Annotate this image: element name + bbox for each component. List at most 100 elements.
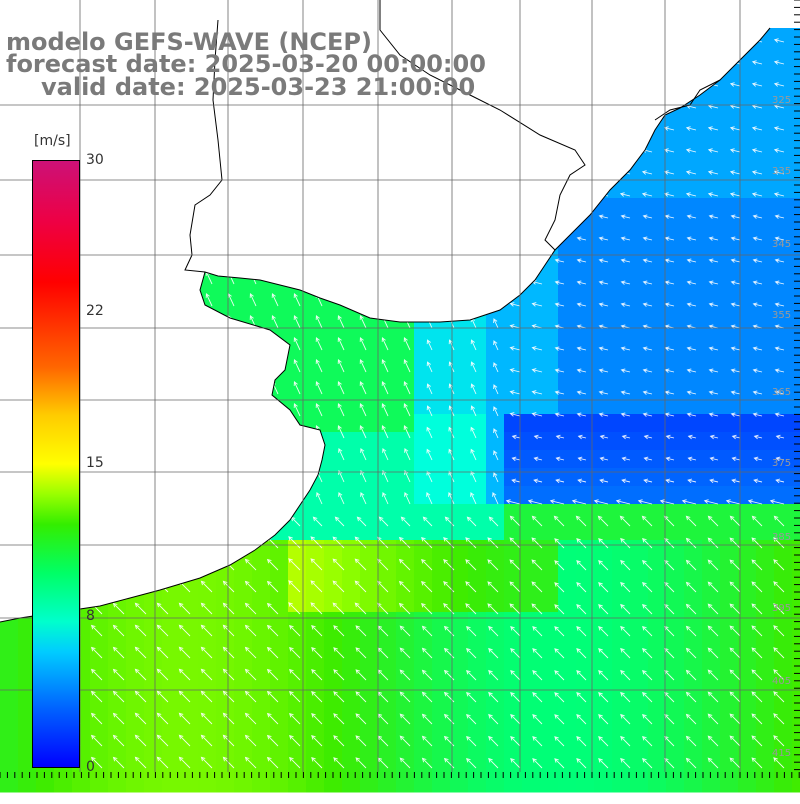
- wind-arrow: [293, 359, 301, 373]
- wind-cell: [792, 108, 800, 127]
- wind-cell: [432, 648, 451, 667]
- wind-cell: [432, 756, 451, 775]
- wind-cell: [0, 630, 19, 649]
- wind-cell: [522, 702, 541, 721]
- wind-arrow: [664, 368, 675, 373]
- wind-arrow: [293, 381, 301, 395]
- wind-cell: [720, 756, 739, 775]
- wind-cell: [432, 612, 451, 631]
- wind-arrow: [200, 734, 213, 747]
- wind-cell: [576, 288, 595, 307]
- wind-cell: [288, 648, 307, 667]
- wind-cell: [792, 36, 800, 55]
- wind-cell: [396, 324, 415, 343]
- wind-arrow: [359, 381, 367, 395]
- wind-arrow: [643, 456, 653, 462]
- wind-cell: [414, 324, 433, 343]
- wind-cell: [648, 486, 667, 505]
- wind-cell: [396, 756, 415, 775]
- wind-arrow: [266, 558, 279, 571]
- wind-cell: [198, 756, 217, 775]
- wind-cell: [774, 396, 793, 415]
- wind-arrow: [773, 170, 785, 175]
- wind-arrow: [509, 412, 521, 417]
- wind-cell: [252, 630, 271, 649]
- wind-cell: [342, 468, 361, 487]
- wind-arrow: [337, 337, 345, 351]
- wind-cell: [234, 576, 253, 595]
- wind-cell: [666, 396, 685, 415]
- wind-cell: [612, 648, 631, 667]
- wind-cell: [108, 774, 127, 793]
- wind-cell: [558, 774, 577, 793]
- wind-cell: [720, 180, 739, 199]
- wind-arrow: [576, 302, 587, 307]
- wind-cell: [180, 612, 199, 631]
- wind-cell: [738, 684, 757, 703]
- wind-arrow: [509, 537, 521, 549]
- wind-cell: [234, 720, 253, 739]
- wind-cell: [774, 486, 793, 505]
- wind-cell: [468, 414, 487, 433]
- wind-arrow: [359, 315, 367, 329]
- wind-cell: [378, 432, 397, 451]
- wind-cell: [792, 252, 800, 271]
- wind-cell: [0, 738, 19, 757]
- wind-cell: [468, 756, 487, 775]
- wind-arrow: [360, 491, 367, 505]
- wind-cell: [342, 576, 361, 595]
- wind-arrow: [266, 624, 279, 637]
- wind-arrow: [752, 390, 763, 395]
- wind-cell: [540, 630, 559, 649]
- wind-cell: [648, 198, 667, 217]
- wind-cell: [540, 756, 559, 775]
- wind-cell: [540, 558, 559, 577]
- wind-cell: [684, 612, 703, 631]
- wind-cell: [738, 342, 757, 361]
- wind-cell: [162, 702, 181, 721]
- wind-cell: [738, 54, 757, 73]
- wind-cell: [342, 486, 361, 505]
- wind-cell: [666, 558, 685, 577]
- wind-arrow: [488, 735, 499, 747]
- wind-cell: [468, 630, 487, 649]
- wind-arrow: [293, 293, 301, 307]
- wind-arrow: [773, 559, 785, 571]
- wind-cell: [108, 666, 127, 685]
- wind-cell: [234, 774, 253, 793]
- wind-cell: [270, 702, 289, 721]
- wind-cell: [234, 288, 253, 307]
- wind-cell: [216, 774, 235, 793]
- wind-cell: [324, 774, 343, 793]
- wind-cell: [198, 738, 217, 757]
- wind-arrow: [598, 236, 609, 241]
- wind-cell: [666, 144, 685, 163]
- wind-cell: [558, 612, 577, 631]
- wind-cell: [522, 738, 541, 757]
- wind-cell: [666, 522, 685, 541]
- wind-cell: [666, 288, 685, 307]
- wind-cell: [432, 774, 451, 793]
- wind-cell: [630, 738, 649, 757]
- wind-arrow: [288, 558, 301, 571]
- wind-arrow: [421, 713, 433, 725]
- wind-cell: [414, 774, 433, 793]
- wind-cell: [648, 558, 667, 577]
- wind-arrow: [730, 214, 741, 219]
- wind-cell: [270, 774, 289, 793]
- colorbar: [32, 160, 80, 768]
- wind-arrow: [90, 646, 103, 659]
- wind-arrow: [620, 302, 631, 307]
- wind-arrow: [752, 302, 763, 307]
- wind-cell: [324, 432, 343, 451]
- wind-cell: [522, 396, 541, 415]
- wind-arrow: [707, 669, 719, 681]
- wind-cell: [684, 216, 703, 235]
- wind-cell: [792, 306, 800, 325]
- wind-cell: [486, 504, 505, 523]
- wind-cell: [756, 234, 775, 253]
- wind-cell: [432, 378, 451, 397]
- wind-cell: [792, 504, 800, 523]
- wind-cell: [324, 540, 343, 559]
- wind-cell: [594, 432, 613, 451]
